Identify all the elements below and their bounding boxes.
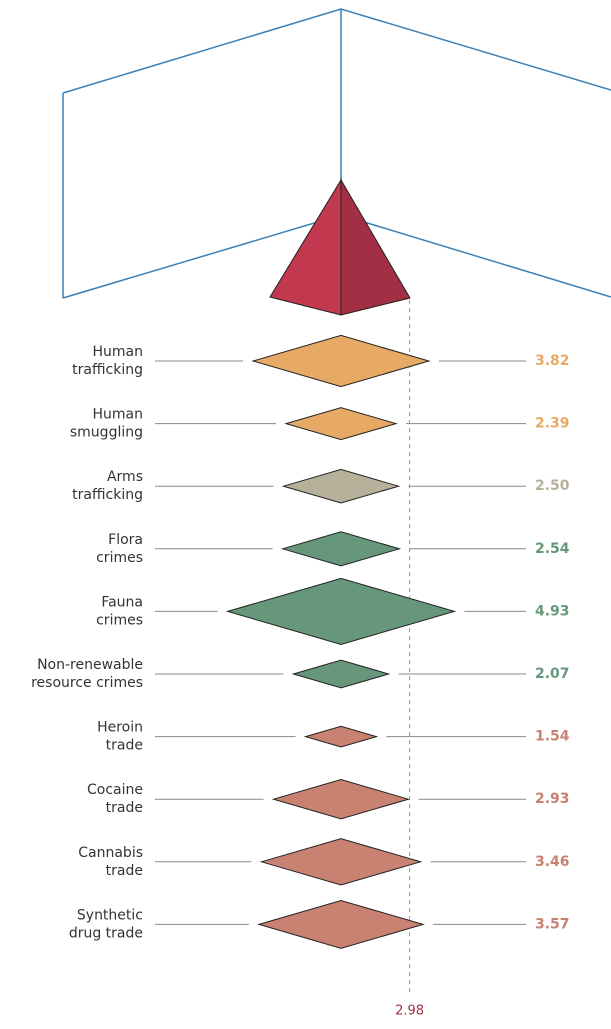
category-label: Fauna <box>101 594 143 610</box>
diamond <box>291 659 391 689</box>
category-label: Heroin <box>97 720 143 736</box>
pyramid <box>269 178 411 316</box>
value-label: 1.54 <box>535 729 570 745</box>
pyramid-right <box>340 178 411 316</box>
diamond <box>281 468 401 504</box>
category-label: Cocaine <box>87 782 143 798</box>
category-label: drug trade <box>69 925 143 941</box>
value-label: 2.93 <box>535 791 570 807</box>
category-label: Synthetic <box>77 907 143 923</box>
category-label: resource crimes <box>31 675 143 691</box>
value-label: 3.82 <box>535 353 570 369</box>
diamond <box>225 577 457 645</box>
category-label: smuggling <box>70 425 143 441</box>
category-label: crimes <box>96 612 143 628</box>
value-label: 4.93 <box>535 603 570 619</box>
diamond <box>280 531 402 567</box>
value-label: 2.54 <box>535 541 570 557</box>
category-label: trade <box>106 800 143 816</box>
value-label: 2.50 <box>535 478 570 494</box>
category-label: Human <box>93 344 144 360</box>
value-label: 2.07 <box>535 666 570 682</box>
value-label: 3.57 <box>535 916 570 932</box>
category-label: trade <box>106 738 143 754</box>
diamond <box>271 779 411 820</box>
diamond <box>251 334 431 388</box>
diamond <box>303 725 379 748</box>
pyramid-left <box>269 178 342 316</box>
category-label: Flora <box>108 532 143 548</box>
diamond <box>257 899 425 949</box>
category-label: Human <box>93 407 144 423</box>
reference-label: 2.98 <box>395 1004 424 1019</box>
diamond <box>259 838 423 886</box>
diamond <box>284 407 398 441</box>
category-label: trafficking <box>72 362 143 378</box>
value-label: 3.46 <box>535 854 570 870</box>
category-label: Non-renewable <box>37 657 143 673</box>
category-label: trade <box>106 863 143 879</box>
value-label: 2.39 <box>535 416 570 432</box>
category-label: Cannabis <box>78 845 143 861</box>
category-label: Arms <box>107 469 143 485</box>
category-label: trafficking <box>72 487 143 503</box>
wall-top <box>62 8 611 94</box>
category-label: crimes <box>96 550 143 566</box>
